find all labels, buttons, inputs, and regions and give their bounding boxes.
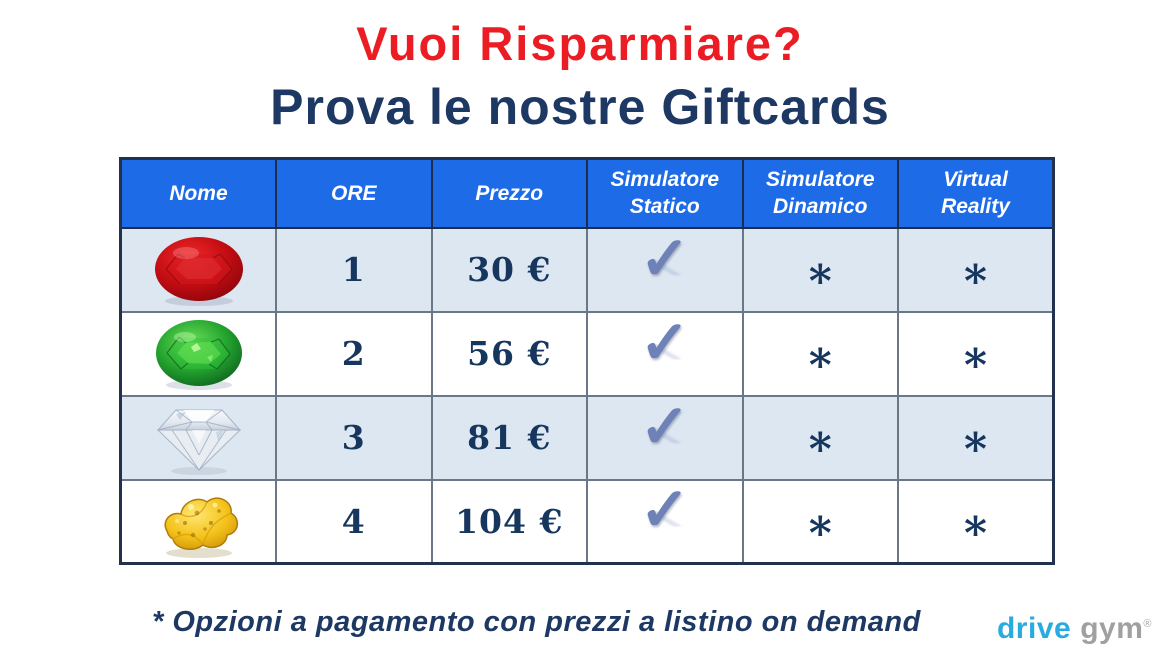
simulatore-dinamico-cell: * xyxy=(741,226,899,313)
giftcard-pricing-table: Nome ORE Prezzo Simulatore Statico Simul… xyxy=(119,157,1055,565)
asterisk-marker: * xyxy=(963,424,987,475)
asterisk-marker: * xyxy=(808,340,832,391)
checkmark-icon: ✓ xyxy=(639,313,690,376)
asterisk-marker: * xyxy=(808,507,832,559)
checkmark-reflection: ✓ xyxy=(639,503,690,534)
prezzo-value: 30 € xyxy=(430,226,588,313)
ore-value: 3 xyxy=(275,394,433,481)
asterisk-marker: * xyxy=(963,256,987,307)
checkmark-icon: ✓ xyxy=(639,229,690,292)
virtual-reality-cell: * xyxy=(897,394,1055,481)
table-row-ruby: 1 30 € ✓ ✓ * * xyxy=(119,226,1055,313)
simulatore-statico-cell: ✓ ✓ xyxy=(586,310,744,397)
column-header-simulatore-statico: Simulatore Statico xyxy=(586,157,744,229)
checkmark-reflection: ✓ xyxy=(639,251,690,282)
table-row-emerald: 2 56 € ✓ ✓ * * xyxy=(119,310,1055,397)
table-row-gold: 4 104 € ✓ ✓ * * xyxy=(119,478,1055,565)
table-header: Nome ORE Prezzo Simulatore Statico Simul… xyxy=(119,157,1055,229)
table-row-diamond: 3 81 € ✓ ✓ * * xyxy=(119,394,1055,481)
logo-gym-text: gym xyxy=(1080,612,1144,645)
simulatore-dinamico-cell: * xyxy=(741,478,899,565)
simulatore-dinamico-cell: * xyxy=(741,394,899,481)
registered-trademark-icon: ® xyxy=(1143,618,1152,630)
virtual-reality-cell: * xyxy=(897,478,1055,565)
simulatore-dinamico-cell: * xyxy=(741,310,899,397)
prezzo-value: 56 € xyxy=(430,310,588,397)
emerald-gem-icon xyxy=(119,310,277,397)
prezzo-value: 104 € xyxy=(430,478,588,565)
simulatore-statico-cell: ✓ ✓ xyxy=(586,394,744,481)
ore-value: 1 xyxy=(275,226,433,313)
virtual-reality-cell: * xyxy=(897,310,1055,397)
drive-gym-logo: drive gym® xyxy=(997,612,1152,646)
asterisk-marker: * xyxy=(963,507,987,559)
column-header-prezzo: Prezzo xyxy=(430,157,588,229)
checkmark-icon: ✓ xyxy=(639,481,690,544)
column-header-ore: ORE xyxy=(275,157,433,229)
asterisk-marker: * xyxy=(963,340,987,391)
asterisk-marker: * xyxy=(808,424,832,475)
asterisk-marker: * xyxy=(808,256,832,307)
simulatore-statico-cell: ✓ ✓ xyxy=(586,478,744,565)
slide-title-question: Vuoi Risparmiare? xyxy=(356,17,804,70)
column-header-simulatore-dinamico: Simulatore Dinamico xyxy=(741,157,899,229)
slide-title-main: Prova le nostre Giftcards xyxy=(270,79,890,135)
virtual-reality-cell: * xyxy=(897,226,1055,313)
footnote-text: * Opzioni a pagamento con prezzi a listi… xyxy=(152,606,921,638)
simulatore-statico-cell: ✓ ✓ xyxy=(586,226,744,313)
ore-value: 2 xyxy=(275,310,433,397)
column-header-virtual-reality: Virtual Reality xyxy=(897,157,1055,229)
ore-value: 4 xyxy=(275,478,433,565)
checkmark-reflection: ✓ xyxy=(639,419,690,450)
column-header-nome: Nome xyxy=(119,157,277,229)
gold-nugget-icon xyxy=(119,478,277,565)
prezzo-value: 81 € xyxy=(430,394,588,481)
ruby-gem-icon xyxy=(119,226,277,313)
diamond-gem-icon xyxy=(119,394,277,481)
checkmark-icon: ✓ xyxy=(639,397,690,460)
checkmark-reflection: ✓ xyxy=(639,335,690,366)
logo-drive-text: drive xyxy=(996,612,1072,645)
